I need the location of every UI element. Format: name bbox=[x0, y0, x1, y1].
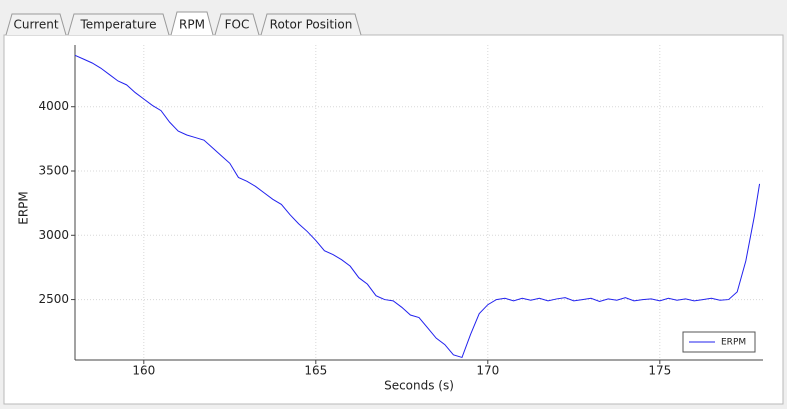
x-axis-label: Seconds (s) bbox=[384, 379, 454, 393]
x-tick-label: 175 bbox=[648, 364, 671, 378]
legend-label: ERPM bbox=[721, 338, 746, 348]
plot-area bbox=[75, 45, 763, 360]
x-tick-label: 170 bbox=[476, 364, 499, 378]
tab[interactable] bbox=[260, 13, 362, 36]
tab[interactable] bbox=[214, 13, 260, 36]
y-axis-label: ERPM bbox=[17, 191, 31, 225]
x-tick-label: 165 bbox=[304, 364, 327, 378]
tab-label[interactable]: Temperature bbox=[79, 18, 156, 32]
tab[interactable] bbox=[5, 13, 67, 36]
y-tick-label: 3000 bbox=[38, 228, 69, 242]
x-tick-label: 160 bbox=[132, 364, 155, 378]
tab-label[interactable]: RPM bbox=[179, 18, 205, 32]
tab[interactable] bbox=[67, 13, 170, 36]
tab-label[interactable]: Current bbox=[13, 18, 58, 32]
y-tick-label: 4000 bbox=[38, 99, 69, 113]
legend-box bbox=[682, 331, 756, 353]
tab-label[interactable]: FOC bbox=[225, 18, 250, 32]
y-tick-label: 3500 bbox=[38, 164, 69, 178]
data-line bbox=[74, 54, 761, 359]
tab[interactable] bbox=[170, 11, 214, 36]
y-tick-label: 2500 bbox=[38, 292, 69, 306]
tab-label[interactable]: Rotor Position bbox=[270, 18, 353, 32]
